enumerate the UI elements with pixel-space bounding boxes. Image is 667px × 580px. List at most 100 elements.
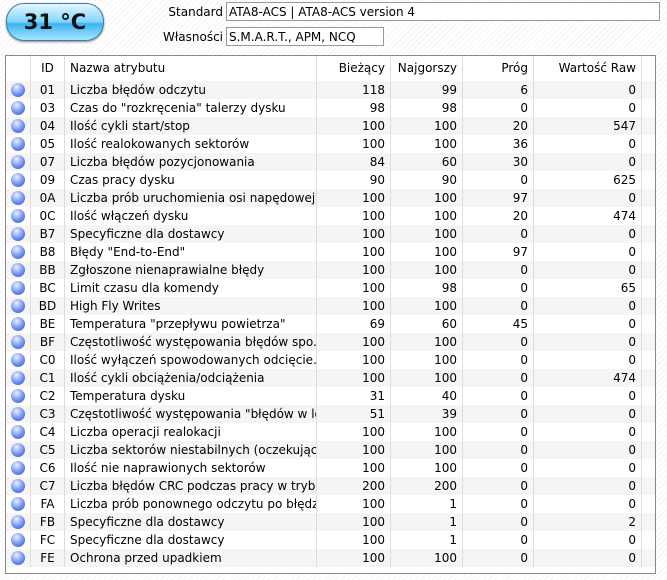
table-row[interactable]: 07 Liczba błędów pozycjonowania 84 60 30 0 bbox=[6, 153, 655, 171]
table-header: ID Nazwa atrybutu Bieżący Najgorszy Próg… bbox=[6, 56, 655, 81]
table-row[interactable]: C4 Liczba operacji realokacji 100 100 0 0 bbox=[6, 423, 655, 441]
status-cell bbox=[6, 441, 31, 459]
threshold-value: 0 bbox=[463, 477, 534, 495]
table-row[interactable]: 05 Ilość realokowanych sektorów 100 100 36 0 bbox=[6, 135, 655, 153]
table-row[interactable]: B8 Błędy "End-to-End" 100 100 97 0 bbox=[6, 243, 655, 261]
table-row[interactable]: BE Temperatura "przepływu powietrza" 69 60 4… bbox=[6, 315, 655, 333]
status-ok-icon bbox=[11, 281, 25, 295]
column-header-raw[interactable]: Wartość Raw bbox=[534, 56, 642, 81]
table-row[interactable]: C6 Ilość nie naprawionych sektorów 100 100 0… bbox=[6, 459, 655, 477]
raw-value: 0 bbox=[534, 333, 642, 351]
threshold-value: 0 bbox=[463, 369, 534, 387]
column-header-id[interactable]: ID bbox=[31, 56, 65, 81]
worst-value: 100 bbox=[391, 441, 463, 459]
table-row[interactable]: BD High Fly Writes 100 100 0 0 bbox=[6, 297, 655, 315]
table-row[interactable]: C2 Temperatura dysku 31 40 0 0 bbox=[6, 387, 655, 405]
attribute-id: 09 bbox=[31, 171, 65, 189]
smart-attributes-table[interactable]: ID Nazwa atrybutu Bieżący Najgorszy Próg… bbox=[5, 55, 656, 574]
current-value: 100 bbox=[317, 513, 391, 531]
raw-value: 474 bbox=[534, 207, 642, 225]
status-ok-icon bbox=[11, 533, 25, 547]
table-row[interactable]: 04 Ilość cykli start/stop 100 100 20 547 bbox=[6, 117, 655, 135]
attribute-id: BF bbox=[31, 333, 65, 351]
attribute-name: Ilość realokowanych sektorów bbox=[65, 135, 317, 153]
table-row[interactable]: 0A Liczba prób uruchomienia osi napędowej… bbox=[6, 189, 655, 207]
table-row[interactable]: C0 Ilość wyłączeń spowodowanych odcięcie.… bbox=[6, 351, 655, 369]
table-row[interactable]: B7 Specyficzne dla dostawcy 100 100 0 0 bbox=[6, 225, 655, 243]
current-value: 100 bbox=[317, 351, 391, 369]
table-row[interactable]: FE Ochrona przed upadkiem 100 100 0 0 bbox=[6, 549, 655, 567]
status-cell bbox=[6, 189, 31, 207]
table-row[interactable]: FC Specyficzne dla dostawcy 100 1 0 0 bbox=[6, 531, 655, 549]
status-ok-icon bbox=[11, 137, 25, 151]
current-value: 100 bbox=[317, 459, 391, 477]
table-row[interactable]: C7 Liczba błędów CRC podczas pracy w tryb… bbox=[6, 477, 655, 495]
attribute-name: Temperatura "przepływu powietrza" bbox=[65, 315, 317, 333]
table-row[interactable]: C5 Liczba sektorów niestabilnych (oczekuj… bbox=[6, 441, 655, 459]
worst-value: 100 bbox=[391, 297, 463, 315]
worst-value: 100 bbox=[391, 135, 463, 153]
attribute-id: BC bbox=[31, 279, 65, 297]
column-header-threshold[interactable]: Próg bbox=[463, 56, 534, 81]
status-cell bbox=[6, 513, 31, 531]
features-label: Własności bbox=[162, 30, 223, 44]
worst-value: 100 bbox=[391, 333, 463, 351]
current-value: 100 bbox=[317, 261, 391, 279]
raw-value: 0 bbox=[534, 81, 642, 99]
raw-value: 0 bbox=[534, 531, 642, 549]
status-ok-icon bbox=[11, 407, 25, 421]
attribute-name: High Fly Writes bbox=[65, 297, 317, 315]
threshold-value: 97 bbox=[463, 189, 534, 207]
threshold-value: 0 bbox=[463, 171, 534, 189]
column-header-status[interactable] bbox=[6, 56, 31, 81]
table-row[interactable]: FA Liczba prób ponownego odczytu po błędz… bbox=[6, 495, 655, 513]
attribute-name: Ilość nie naprawionych sektorów bbox=[65, 459, 317, 477]
status-cell bbox=[6, 207, 31, 225]
threshold-value: 30 bbox=[463, 153, 534, 171]
raw-value: 0 bbox=[534, 477, 642, 495]
attribute-name: Limit czasu dla komendy bbox=[65, 279, 317, 297]
table-row[interactable]: 01 Liczba błędów odczytu 118 99 6 0 bbox=[6, 81, 655, 99]
raw-value: 625 bbox=[534, 171, 642, 189]
attribute-name: Specyficzne dla dostawcy bbox=[65, 225, 317, 243]
attribute-id: 03 bbox=[31, 99, 65, 117]
column-header-current[interactable]: Bieżący bbox=[317, 56, 391, 81]
current-value: 100 bbox=[317, 549, 391, 567]
attribute-id: BE bbox=[31, 315, 65, 333]
status-cell bbox=[6, 423, 31, 441]
attribute-id: C0 bbox=[31, 351, 65, 369]
status-ok-icon bbox=[11, 479, 25, 493]
threshold-value: 0 bbox=[463, 333, 534, 351]
status-ok-icon bbox=[11, 119, 25, 133]
table-row[interactable]: 09 Czas pracy dysku 90 90 0 625 bbox=[6, 171, 655, 189]
table-row[interactable]: FB Specyficzne dla dostawcy 100 1 0 2 bbox=[6, 513, 655, 531]
attribute-id: C7 bbox=[31, 477, 65, 495]
attribute-id: C5 bbox=[31, 441, 65, 459]
column-header-worst[interactable]: Najgorszy bbox=[391, 56, 463, 81]
raw-value: 0 bbox=[534, 99, 642, 117]
table-row[interactable]: C1 Ilość cykli obciążenia/odciążenia 100 10… bbox=[6, 369, 655, 387]
current-value: 100 bbox=[317, 279, 391, 297]
attribute-id: B8 bbox=[31, 243, 65, 261]
column-header-name[interactable]: Nazwa atrybutu bbox=[65, 56, 317, 81]
table-row[interactable]: 0C Ilość włączeń dysku 100 100 20 474 bbox=[6, 207, 655, 225]
table-row[interactable]: BF Częstotliwość występowania błędów spo.… bbox=[6, 333, 655, 351]
status-cell bbox=[6, 135, 31, 153]
raw-value: 547 bbox=[534, 117, 642, 135]
status-cell bbox=[6, 243, 31, 261]
table-row[interactable]: BC Limit czasu dla komendy 100 98 0 65 bbox=[6, 279, 655, 297]
worst-value: 60 bbox=[391, 153, 463, 171]
status-ok-icon bbox=[11, 227, 25, 241]
threshold-value: 0 bbox=[463, 495, 534, 513]
table-row[interactable]: BB Zgłoszone nienaprawialne błędy 100 100 0 0 bbox=[6, 261, 655, 279]
raw-value: 0 bbox=[534, 297, 642, 315]
current-value: 84 bbox=[317, 153, 391, 171]
table-row[interactable]: C3 Częstotliwość występowania "błędów w l… bbox=[6, 405, 655, 423]
table-row[interactable]: 03 Czas do "rozkręcenia" talerzy dysku 98 9… bbox=[6, 99, 655, 117]
threshold-value: 0 bbox=[463, 261, 534, 279]
attribute-id: C1 bbox=[31, 369, 65, 387]
worst-value: 1 bbox=[391, 513, 463, 531]
worst-value: 40 bbox=[391, 387, 463, 405]
attribute-name: Liczba prób ponownego odczytu po błędzie bbox=[65, 495, 317, 513]
status-cell bbox=[6, 531, 31, 549]
